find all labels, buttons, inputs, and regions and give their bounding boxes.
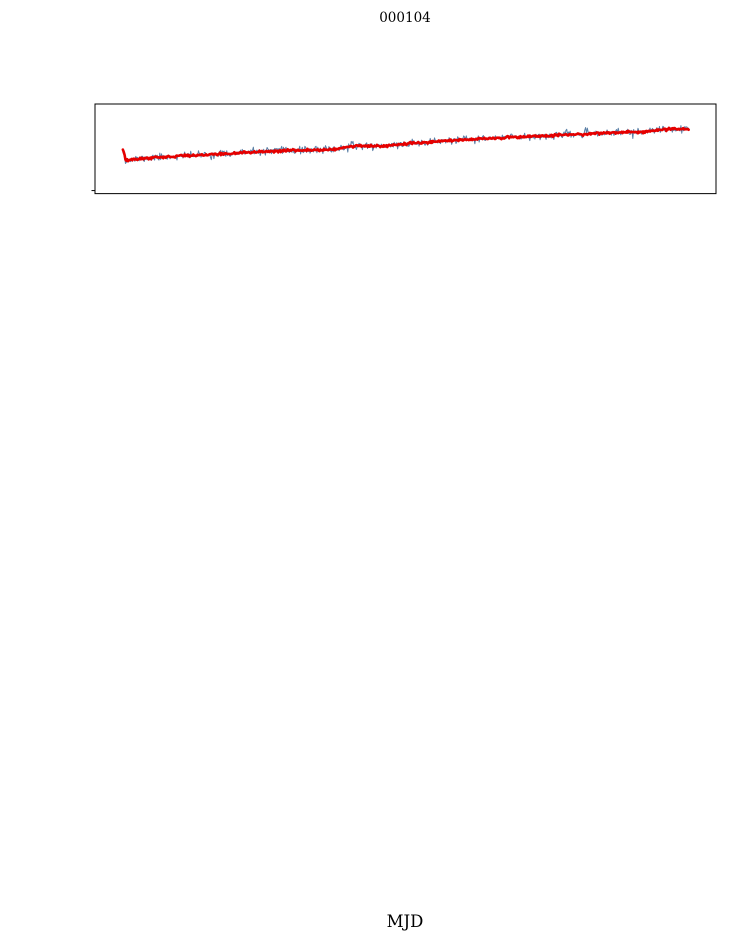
- panel-border: [94, 103, 717, 195]
- panels-group: [91, 103, 717, 195]
- x-axis-label: MJD: [387, 912, 424, 931]
- chart-title: 000104: [379, 10, 431, 26]
- series-line-gain-smooth-fit: [121, 126, 690, 163]
- panel-series-group: [121, 125, 690, 164]
